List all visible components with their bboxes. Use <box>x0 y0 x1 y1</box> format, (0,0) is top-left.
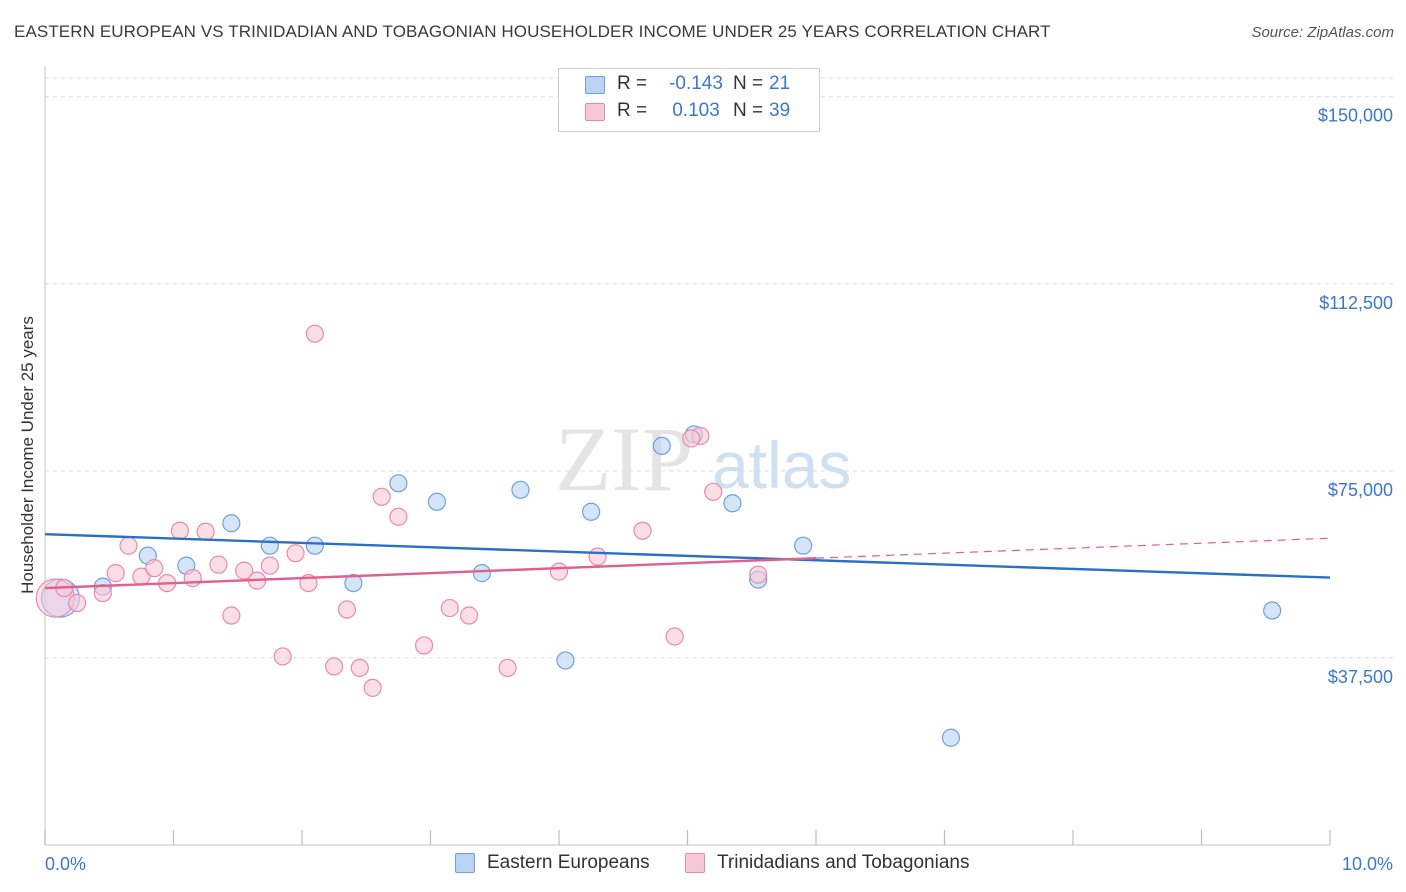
point-trinidadian <box>286 544 305 563</box>
point-trinidadian <box>196 522 215 541</box>
point-eastern-european <box>344 573 363 593</box>
y-tick-label: $150,000 <box>1318 106 1393 126</box>
point-trinidadian <box>93 583 112 603</box>
watermark-atlas: atlas <box>712 428 851 502</box>
point-trinidadian <box>222 606 241 625</box>
y-tick-label: $112,500 <box>1319 293 1393 313</box>
legend-n-value: 39 <box>769 100 791 121</box>
point-trinidadian <box>414 636 434 655</box>
point-trinidadian <box>459 606 479 625</box>
point-trinidadian <box>235 561 254 580</box>
point-trinidadian <box>633 521 652 540</box>
points-layer <box>35 324 1282 747</box>
point-eastern-european <box>260 536 279 555</box>
legend-r-value: -0.143 <box>669 73 723 94</box>
legend-swatch-blue <box>585 76 605 94</box>
legend-label: Eastern Europeans <box>487 852 650 873</box>
watermark: ZIP atlas <box>555 408 851 510</box>
point-eastern-european <box>794 536 813 555</box>
x-tick-label: 0.0% <box>45 854 86 874</box>
point-trinidadian <box>260 556 279 575</box>
point-eastern-european <box>305 536 324 555</box>
y-tick-label: $75,000 <box>1328 480 1393 500</box>
point-trinidadian <box>363 678 382 697</box>
source-label: Source: ZipAtlas.com <box>1251 24 1394 41</box>
point-trinidadian <box>665 627 684 646</box>
point-trinidadian <box>350 658 369 678</box>
point-eastern-european <box>511 480 530 499</box>
point-trinidadian <box>588 547 607 566</box>
stats-legend: R = -0.143 N = 21 R = 0.103 N = 39 <box>558 68 820 132</box>
point-eastern-european <box>222 514 241 533</box>
point-trinidadian <box>498 658 517 678</box>
chart-title: EASTERN EUROPEAN VS TRINIDADIAN AND TOBA… <box>14 22 1051 41</box>
y-tick-label: $37,500 <box>1328 667 1393 687</box>
point-eastern-european <box>723 494 742 513</box>
point-trinidadian <box>372 487 391 506</box>
point-trinidadian <box>704 482 723 501</box>
trend-line-extension <box>815 537 1331 559</box>
watermark-zip: ZIP <box>555 408 693 510</box>
point-trinidadian <box>305 324 324 343</box>
point-trinidadian <box>682 429 701 448</box>
point-trinidadian <box>273 647 292 666</box>
point-eastern-european <box>472 564 491 583</box>
point-eastern-european <box>556 651 575 670</box>
point-trinidadian <box>749 565 768 584</box>
point-eastern-european <box>652 436 671 456</box>
legend-r-label: R = <box>617 100 648 121</box>
point-eastern-european <box>427 492 447 511</box>
legend-label: Trinidadians and Tobagonians <box>717 852 970 873</box>
legend-swatch-blue <box>455 853 475 873</box>
point-trinidadian <box>106 564 125 583</box>
trend-layer <box>44 533 1331 590</box>
point-trinidadian <box>145 559 164 578</box>
point-eastern-european <box>389 474 408 493</box>
legend-n-label: N = <box>733 73 764 94</box>
point-eastern-european <box>582 502 601 521</box>
legend-swatch-pink <box>585 103 605 121</box>
point-trinidadian <box>549 562 569 581</box>
point-eastern-european <box>1263 601 1282 620</box>
legend-n-label: N = <box>733 100 764 121</box>
point-trinidadian <box>337 600 357 619</box>
legend-r-label: R = <box>617 73 648 94</box>
point-trinidadian <box>119 536 138 555</box>
x-tick-label: 10.0% <box>1342 854 1393 874</box>
legend-r-value: 0.103 <box>672 100 720 121</box>
point-trinidadian <box>389 507 408 526</box>
point-trinidadian <box>68 593 87 613</box>
trend-line-eastern-european <box>44 533 1331 579</box>
point-trinidadian <box>170 521 190 540</box>
point-trinidadian <box>440 598 459 618</box>
legend-swatch-pink <box>685 853 705 873</box>
point-trinidadian <box>183 569 202 588</box>
axis-layer <box>44 66 1331 846</box>
label-layer: $37,500 $75,000 $112,500 $150,000 0.0% 10.0% <box>45 106 1393 874</box>
point-eastern-european <box>941 728 961 747</box>
trend-line-trinidadian <box>44 556 817 590</box>
legend-n-value: 21 <box>769 73 791 94</box>
point-trinidadian <box>325 657 344 676</box>
point-trinidadian <box>209 555 228 574</box>
